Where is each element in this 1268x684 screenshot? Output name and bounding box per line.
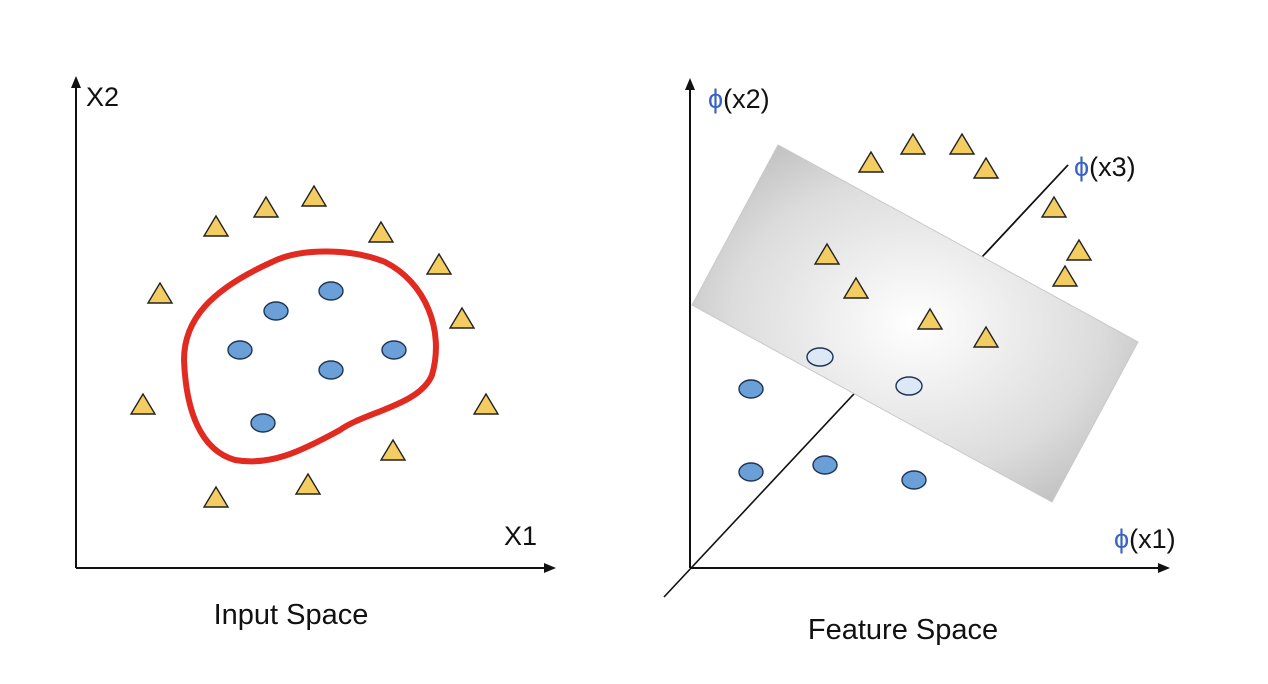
input-circle-markers xyxy=(227,281,407,433)
input-space-axes xyxy=(71,76,556,573)
circle-marker-icon xyxy=(812,455,838,475)
input-x-axis-label: X1 xyxy=(504,521,537,551)
triangle-marker-icon xyxy=(972,156,1000,179)
triangle-marker-icon xyxy=(813,242,841,265)
triangle-marker-icon xyxy=(202,485,230,508)
triangle-marker-icon xyxy=(146,281,174,304)
circle-marker-icon xyxy=(318,281,344,301)
triangle-marker-icon xyxy=(948,132,976,155)
triangle-marker-icon xyxy=(857,150,885,173)
triangle-marker-icon xyxy=(972,325,1000,348)
triangle-marker-icon xyxy=(300,184,328,207)
input-triangle-markers xyxy=(129,184,500,508)
circle-marker-icon xyxy=(806,347,834,367)
triangle-marker-icon xyxy=(472,392,500,415)
feature-triangle-markers xyxy=(813,132,1093,348)
feature-x-axis-arrowhead-icon xyxy=(1158,563,1170,573)
triangle-marker-icon xyxy=(899,132,927,155)
input-space-caption: Input Space xyxy=(214,599,369,631)
input-x-axis-arrowhead-icon xyxy=(544,563,556,573)
circle-marker-icon xyxy=(738,462,764,482)
triangle-marker-icon xyxy=(425,252,453,275)
circle-marker-icon xyxy=(263,301,289,321)
separating-hyperplane xyxy=(691,144,1139,503)
triangle-marker-icon xyxy=(129,392,157,415)
circle-marker-icon xyxy=(901,470,927,490)
feature-y-axis-arrowhead-icon xyxy=(685,78,695,90)
circle-marker-icon xyxy=(738,379,764,399)
triangle-marker-icon xyxy=(916,307,944,330)
nonlinear-decision-boundary xyxy=(181,248,439,465)
triangle-marker-icon xyxy=(379,438,407,461)
circle-marker-icon xyxy=(227,340,253,360)
triangle-marker-icon xyxy=(448,306,476,329)
triangle-marker-icon xyxy=(1051,264,1079,287)
triangle-marker-icon xyxy=(1040,195,1068,218)
input-y-axis-label: X2 xyxy=(86,82,119,112)
triangle-marker-icon xyxy=(1065,238,1093,261)
input-y-axis-arrowhead-icon xyxy=(71,76,81,88)
feature-circle-markers xyxy=(738,347,927,490)
circle-marker-icon xyxy=(250,413,276,433)
feature-z-axis-label: ϕ(x3) xyxy=(1074,152,1136,182)
triangle-marker-icon xyxy=(842,276,870,299)
triangle-marker-icon xyxy=(202,214,230,237)
input-space-panel: X2 X1 Input Space xyxy=(71,76,556,631)
circle-marker-icon xyxy=(381,340,407,360)
triangle-marker-icon xyxy=(367,220,395,243)
feature-x-axis-label: ϕ(x1) xyxy=(1114,524,1176,554)
triangle-marker-icon xyxy=(252,195,280,218)
feature-space-panel: ϕ(x2) ϕ(x3) ϕ(x1) xyxy=(663,78,1176,646)
feature-y-axis-label: ϕ(x2) xyxy=(708,84,770,114)
triangle-marker-icon xyxy=(294,472,322,495)
feature-z-axis-front xyxy=(984,164,1069,255)
circle-marker-icon xyxy=(318,360,344,380)
circle-marker-icon xyxy=(895,376,923,396)
feature-space-caption: Feature Space xyxy=(808,614,998,646)
